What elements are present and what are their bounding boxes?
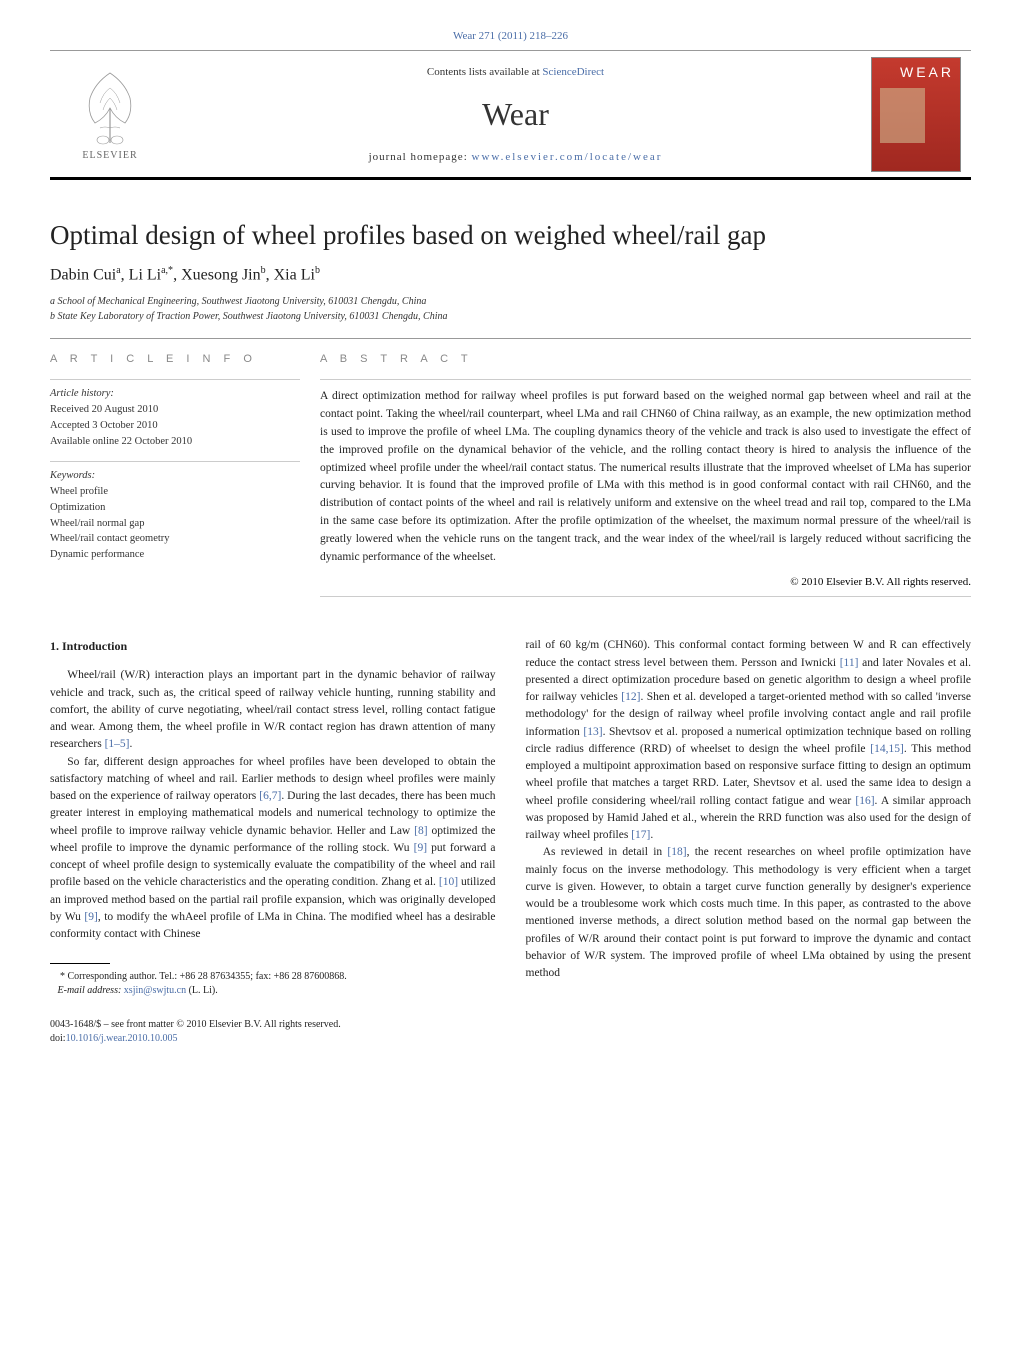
history-label: Article history: <box>50 386 300 402</box>
c2p2b: , the recent researches on wheel profile… <box>526 846 972 979</box>
history-accepted: Accepted 3 October 2010 <box>50 418 300 434</box>
abstract-heading: A B S T R A C T <box>320 353 971 365</box>
keyword-3: Wheel/rail normal gap <box>50 516 300 532</box>
abstract-text: A direct optimization method for railway… <box>320 379 971 566</box>
footer: 0043-1648/$ – see front matter © 2010 El… <box>50 1018 496 1046</box>
journal-cover-label: WEAR <box>878 64 954 80</box>
footnote-text: Corresponding author. Tel.: +86 28 87634… <box>65 971 347 982</box>
affiliations: a School of Mechanical Engineering, Sout… <box>50 294 971 324</box>
keywords-label: Keywords: <box>50 468 300 484</box>
homepage-link[interactable]: www.elsevier.com/locate/wear <box>472 151 663 163</box>
contents-line: Contents lists available at ScienceDirec… <box>180 66 851 78</box>
header-bar: ELSEVIER Contents lists available at Sci… <box>50 50 971 180</box>
homepage-prefix: journal homepage: <box>369 151 472 163</box>
column-left: 1. Introduction Wheel/rail (W/R) interac… <box>50 637 496 1046</box>
ref-10[interactable]: [10] <box>439 876 458 888</box>
col2-p1: rail of 60 kg/m (CHN60). This conformal … <box>526 637 972 844</box>
keyword-2: Optimization <box>50 500 300 516</box>
abstract-copyright: © 2010 Elsevier B.V. All rights reserved… <box>320 576 971 597</box>
corresponding-footnote: * Corresponding author. Tel.: +86 28 876… <box>50 970 496 998</box>
ref-17[interactable]: [17] <box>631 829 650 841</box>
ref-12[interactable]: [12] <box>621 691 640 703</box>
keyword-5: Dynamic performance <box>50 547 300 563</box>
header-citation: Wear 271 (2011) 218–226 <box>50 30 971 42</box>
p1-end: . <box>130 738 133 750</box>
ref-9b[interactable]: [9] <box>84 911 97 923</box>
ref-16[interactable]: [16] <box>855 795 874 807</box>
email-suffix: (L. Li). <box>186 985 218 996</box>
journal-name: Wear <box>180 96 851 133</box>
homepage-line: journal homepage: www.elsevier.com/locat… <box>180 151 851 163</box>
doi-label: doi: <box>50 1033 66 1044</box>
article-history: Article history: Received 20 August 2010… <box>50 379 300 449</box>
affiliation-a: a School of Mechanical Engineering, Sout… <box>50 294 971 309</box>
journal-cover: WEAR <box>871 57 961 172</box>
keyword-1: Wheel profile <box>50 484 300 500</box>
ref-18[interactable]: [18] <box>667 846 686 858</box>
history-received: Received 20 August 2010 <box>50 402 300 418</box>
ref-13[interactable]: [13] <box>583 726 602 738</box>
ref-11[interactable]: [11] <box>840 657 859 669</box>
contents-prefix: Contents lists available at <box>427 66 542 78</box>
footnote-separator <box>50 963 110 964</box>
history-online: Available online 22 October 2010 <box>50 434 300 450</box>
email-link[interactable]: xsjin@swjtu.cn <box>124 985 186 996</box>
journal-cover-inset <box>880 88 925 143</box>
article-info-heading: A R T I C L E I N F O <box>50 353 300 365</box>
c2p2a: As reviewed in detail in <box>543 846 668 858</box>
elsevier-logo: ELSEVIER <box>60 59 160 169</box>
c2p1g: . <box>650 829 653 841</box>
sciencedirect-link[interactable]: ScienceDirect <box>542 66 604 78</box>
keyword-4: Wheel/rail contact geometry <box>50 531 300 547</box>
doi-link[interactable]: 10.1016/j.wear.2010.10.005 <box>66 1033 178 1044</box>
col2-p2: As reviewed in detail in [18], the recen… <box>526 844 972 982</box>
ref-8[interactable]: [8] <box>414 825 427 837</box>
column-right: rail of 60 kg/m (CHN60). This conformal … <box>526 637 972 1046</box>
intro-p1: Wheel/rail (W/R) interaction plays an im… <box>50 667 496 753</box>
email-label: E-mail address: <box>58 985 124 996</box>
body-columns: 1. Introduction Wheel/rail (W/R) interac… <box>50 637 971 1046</box>
footer-doi: doi:10.1016/j.wear.2010.10.005 <box>50 1032 496 1046</box>
intro-heading: 1. Introduction <box>50 637 496 655</box>
intro-p2: So far, different design approaches for … <box>50 754 496 944</box>
p2f: , to modify the whAeel profile of LMa in… <box>50 911 496 940</box>
article-info: A R T I C L E I N F O Article history: R… <box>50 339 320 597</box>
footer-line1: 0043-1648/$ – see front matter © 2010 El… <box>50 1018 496 1032</box>
ref-1-5[interactable]: [1–5] <box>105 738 130 750</box>
ref-6-7[interactable]: [6,7] <box>259 790 281 802</box>
authors: Dabin Cuia, Li Lia,*, Xuesong Jinb, Xia … <box>50 265 971 284</box>
header-center: Contents lists available at ScienceDirec… <box>160 66 871 163</box>
article-title: Optimal design of wheel profiles based o… <box>50 220 971 251</box>
info-abstract-row: A R T I C L E I N F O Article history: R… <box>50 338 971 597</box>
elsevier-name: ELSEVIER <box>82 150 137 161</box>
ref-14-15[interactable]: [14,15] <box>870 743 904 755</box>
elsevier-tree-icon <box>75 68 145 148</box>
ref-9[interactable]: [9] <box>414 842 427 854</box>
abstract: A B S T R A C T A direct optimization me… <box>320 339 971 597</box>
affiliation-b: b State Key Laboratory of Traction Power… <box>50 309 971 324</box>
keywords-block: Keywords: Wheel profile Optimization Whe… <box>50 461 300 563</box>
